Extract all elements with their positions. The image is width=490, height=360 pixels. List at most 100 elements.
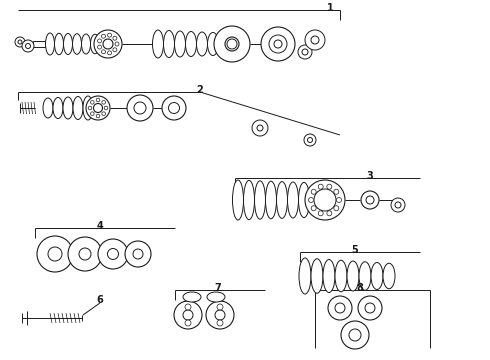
Ellipse shape [94, 30, 122, 58]
Ellipse shape [125, 241, 151, 267]
Circle shape [91, 112, 94, 116]
Ellipse shape [91, 34, 99, 54]
Circle shape [302, 49, 308, 55]
Text: 7: 7 [215, 283, 221, 293]
Circle shape [113, 48, 117, 52]
Circle shape [15, 37, 25, 47]
Circle shape [341, 321, 369, 349]
Circle shape [96, 114, 100, 118]
Ellipse shape [164, 31, 174, 58]
Circle shape [98, 39, 101, 43]
Circle shape [101, 50, 105, 54]
Ellipse shape [73, 34, 81, 54]
Circle shape [305, 30, 325, 50]
Circle shape [101, 34, 105, 38]
Ellipse shape [347, 261, 359, 291]
Circle shape [104, 106, 108, 110]
Ellipse shape [134, 102, 146, 114]
Circle shape [22, 40, 34, 52]
Circle shape [309, 198, 314, 202]
Circle shape [115, 42, 119, 46]
Ellipse shape [81, 34, 91, 54]
Circle shape [183, 310, 193, 320]
Ellipse shape [68, 237, 102, 271]
Circle shape [391, 198, 405, 212]
Ellipse shape [169, 103, 179, 113]
Text: 5: 5 [352, 245, 358, 255]
Ellipse shape [152, 30, 164, 58]
Circle shape [108, 33, 112, 37]
Ellipse shape [323, 260, 335, 292]
Ellipse shape [225, 37, 239, 51]
Circle shape [349, 329, 361, 341]
Text: 3: 3 [367, 171, 373, 181]
Circle shape [96, 98, 100, 102]
Text: 8: 8 [357, 283, 364, 293]
Circle shape [185, 304, 191, 310]
Ellipse shape [311, 259, 323, 293]
Circle shape [395, 202, 401, 208]
Circle shape [18, 40, 22, 44]
Circle shape [215, 310, 225, 320]
Circle shape [217, 304, 223, 310]
Ellipse shape [232, 180, 244, 220]
Ellipse shape [174, 301, 202, 329]
Ellipse shape [207, 292, 225, 302]
Ellipse shape [94, 104, 102, 112]
Text: 6: 6 [97, 295, 103, 305]
Text: 4: 4 [97, 221, 103, 231]
Ellipse shape [63, 97, 73, 119]
Ellipse shape [183, 292, 201, 302]
Ellipse shape [314, 189, 336, 211]
Ellipse shape [207, 32, 219, 55]
Circle shape [25, 44, 30, 49]
Circle shape [304, 134, 316, 146]
Circle shape [252, 120, 268, 136]
Ellipse shape [86, 96, 110, 120]
Ellipse shape [274, 40, 282, 48]
Ellipse shape [46, 33, 54, 55]
Ellipse shape [266, 181, 276, 219]
Ellipse shape [107, 248, 119, 260]
Ellipse shape [48, 247, 62, 261]
Circle shape [88, 106, 92, 110]
Ellipse shape [288, 182, 298, 218]
Ellipse shape [276, 181, 288, 219]
Circle shape [311, 206, 316, 211]
Ellipse shape [317, 192, 333, 208]
Ellipse shape [361, 191, 379, 209]
Ellipse shape [359, 262, 371, 290]
Ellipse shape [162, 96, 186, 120]
Ellipse shape [214, 26, 250, 62]
Ellipse shape [261, 27, 295, 61]
Ellipse shape [64, 33, 73, 54]
Circle shape [328, 296, 352, 320]
Circle shape [98, 45, 101, 49]
Circle shape [308, 138, 313, 143]
Ellipse shape [298, 183, 310, 217]
Circle shape [334, 206, 339, 211]
Ellipse shape [299, 258, 311, 294]
Circle shape [311, 36, 319, 44]
Circle shape [311, 189, 316, 194]
Ellipse shape [206, 301, 234, 329]
Circle shape [102, 100, 105, 104]
Circle shape [337, 198, 342, 202]
Ellipse shape [174, 31, 186, 57]
Ellipse shape [254, 181, 266, 219]
Circle shape [298, 45, 312, 59]
Text: 1: 1 [327, 3, 333, 13]
Ellipse shape [196, 32, 207, 56]
Ellipse shape [335, 260, 347, 292]
Ellipse shape [269, 35, 287, 53]
Ellipse shape [227, 39, 237, 49]
Ellipse shape [37, 236, 73, 272]
Ellipse shape [305, 180, 345, 220]
Circle shape [257, 125, 263, 131]
Ellipse shape [83, 96, 93, 120]
Circle shape [335, 303, 345, 313]
Circle shape [102, 112, 105, 116]
Circle shape [113, 36, 117, 40]
Circle shape [334, 189, 339, 194]
Circle shape [217, 320, 223, 326]
